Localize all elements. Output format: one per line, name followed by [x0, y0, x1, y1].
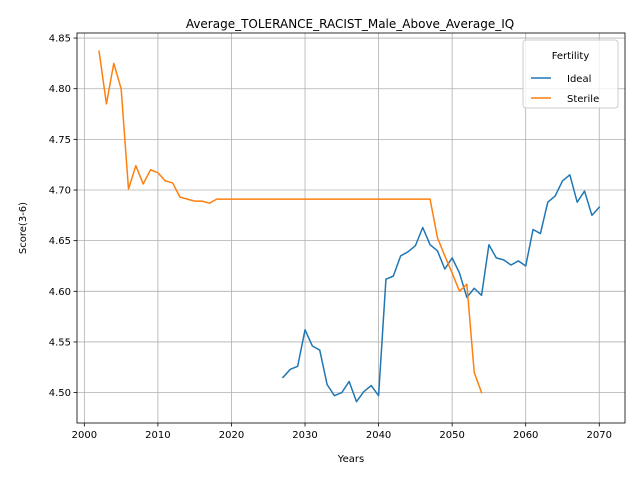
y-tick-label: 4.60: [49, 287, 71, 298]
x-tick-label: 2010: [145, 430, 170, 441]
plot-frame: [76, 32, 626, 424]
x-axis-ticks: 2000 2010 2020 2030 2040 2050 2060 2070: [72, 423, 612, 441]
y-tick-label: 4.65: [49, 236, 71, 247]
legend-label-sterile: Sterile: [567, 94, 599, 105]
legend: Fertility Ideal Sterile: [522, 39, 619, 109]
series-line-ideal: [281, 174, 601, 403]
x-tick-label: 2030: [292, 430, 317, 441]
x-tick-label: 2050: [439, 430, 464, 441]
legend-title: Fertility: [552, 51, 590, 62]
y-axis-ticks: 4.50 4.55 4.60 4.65 4.70 4.75 4.80 4.85: [49, 34, 77, 399]
x-tick-label: 2020: [219, 430, 244, 441]
y-tick-label: 4.75: [49, 135, 71, 146]
y-tick-label: 4.70: [49, 186, 71, 197]
series-line-sterile: [98, 50, 483, 394]
x-axis-label: Years: [337, 454, 364, 465]
y-tick-label: 4.80: [49, 84, 71, 95]
y-axis-label: Score(3-6): [18, 202, 29, 254]
x-tick-label: 2070: [587, 430, 612, 441]
legend-label-ideal: Ideal: [567, 74, 591, 85]
y-tick-label: 4.85: [49, 34, 71, 45]
y-tick-label: 4.50: [49, 388, 71, 399]
x-tick-label: 2060: [513, 430, 538, 441]
x-tick-label: 2000: [72, 430, 97, 441]
chart-title: Average_TOLERANCE_RACIST_Male_Above_Aver…: [186, 17, 514, 31]
legend-box: [522, 39, 619, 109]
series-lines: [98, 50, 601, 403]
y-tick-label: 4.55: [49, 337, 71, 348]
x-tick-label: 2040: [366, 430, 391, 441]
